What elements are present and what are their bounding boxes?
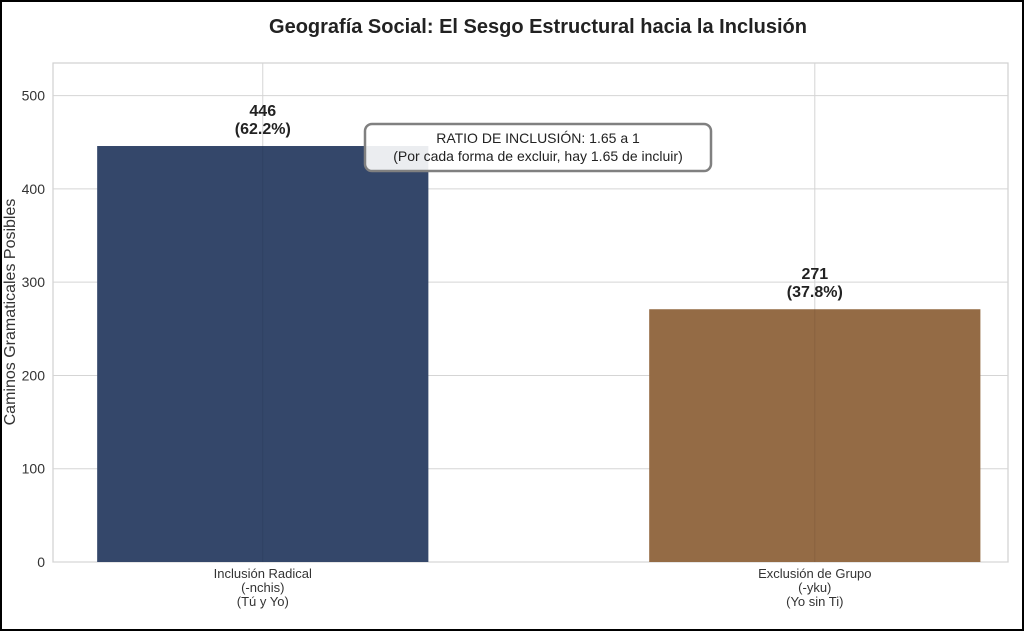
annotation-line-2: (Por cada forma de excluir, hay 1.65 de …	[393, 148, 682, 164]
annotation-line-1: RATIO DE INCLUSIÓN: 1.65 a 1	[436, 130, 640, 146]
y-tick-label: 500	[22, 88, 46, 104]
chart-title: Geografía Social: El Sesgo Estructural h…	[269, 16, 807, 38]
x-tick-label: (Yo sin Ti)	[786, 594, 843, 609]
data-label-value: 271	[801, 266, 828, 283]
y-tick-label: 100	[22, 461, 46, 477]
x-tick-label: Exclusión de Grupo	[758, 566, 871, 581]
y-tick-label: 400	[22, 181, 46, 197]
bar	[649, 309, 981, 562]
y-axis-label: Caminos Gramaticales Posibles	[2, 199, 19, 426]
data-label-percent: (37.8%)	[787, 284, 843, 301]
ratio-annotation: RATIO DE INCLUSIÓN: 1.65 a 1 (Por cada f…	[363, 122, 713, 173]
x-tick-label: (Tú y Yo)	[237, 594, 289, 609]
data-label-percent: (62.2%)	[235, 121, 291, 138]
annotation-box	[363, 122, 713, 173]
y-tick-label: 0	[37, 554, 45, 570]
x-tick-label: (-nchis)	[241, 580, 284, 595]
y-tick-label: 200	[22, 367, 46, 383]
bar	[97, 146, 429, 562]
x-tick-label: (-yku)	[798, 580, 831, 595]
y-tick-label: 300	[22, 274, 46, 290]
data-label-value: 446	[249, 103, 276, 120]
x-tick-label: Inclusión Radical	[214, 566, 312, 581]
